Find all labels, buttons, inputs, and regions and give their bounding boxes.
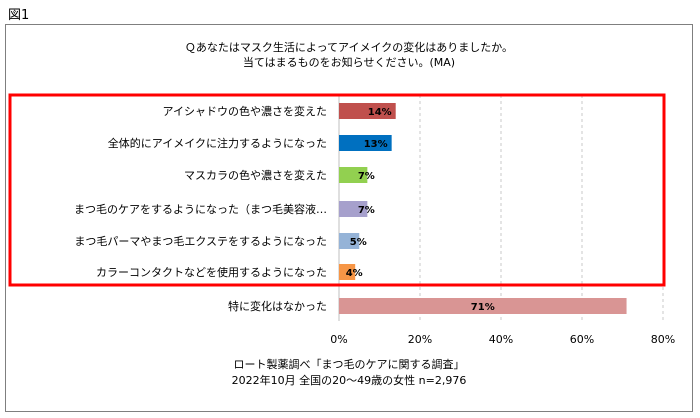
category-label-2: 全体的にアイメイクに注力するようになった [108, 136, 327, 150]
value-label-6: 4% [346, 268, 363, 279]
bar-1 [339, 103, 396, 119]
value-label-1: 14% [368, 107, 392, 118]
bar-2 [339, 135, 392, 151]
value-label-4: 7% [358, 205, 375, 216]
category-label-3: マスカラの色や濃さを変えた [184, 168, 327, 182]
category-label-1: アイシャドウの色や濃さを変えた [163, 104, 327, 118]
category-label-5: まつ毛パーマやまつ毛エクステをするようになった [74, 235, 327, 248]
bar-3 [339, 167, 368, 183]
chart-frame: Ｑあなたはマスク生活によってアイメイクの変化はありましたか。 当てはまるものをお知… [5, 24, 693, 412]
x-tick-label-1: 20% [408, 333, 432, 346]
value-label-7: 71% [471, 302, 495, 313]
x-tick-label-2: 40% [489, 333, 513, 346]
x-tick-label-3: 60% [570, 333, 594, 346]
value-label-2: 13% [364, 139, 388, 150]
bar-chart: Ｑあなたはマスク生活によってアイメイクの変化はありましたか。当てはまるものをお知… [8, 40, 675, 387]
bar-4 [339, 201, 368, 217]
source-line-2: 2022年10月 全国の20～49歳の女性 n=2,976 [232, 373, 467, 387]
bar-5 [339, 233, 360, 249]
source-line-1: ロート製薬調べ「まつ毛のケアに関する調査」 [234, 357, 465, 371]
figure-label: 図1 [8, 8, 30, 23]
x-tick-label-4: 80% [651, 333, 675, 346]
bar-6 [339, 264, 356, 280]
highlight-box [8, 93, 666, 287]
chart-title-line-2: 当てはまるものをお知らせください。(MA) [243, 55, 455, 69]
category-label-6: カラーコンタクトなどを使用するようになった [96, 266, 327, 279]
bar-7 [339, 298, 627, 314]
chart-title-line-1: Ｑあなたはマスク生活によってアイメイクの変化はありましたか。 [185, 40, 513, 54]
value-label-3: 7% [358, 171, 375, 182]
x-tick-label-0: 0% [330, 333, 347, 346]
category-label-7: 特に変化はなかった [228, 299, 327, 313]
category-label-4: まつ毛のケアをするようになった（まつ毛美容液… [74, 202, 327, 216]
value-label-5: 5% [350, 237, 367, 248]
